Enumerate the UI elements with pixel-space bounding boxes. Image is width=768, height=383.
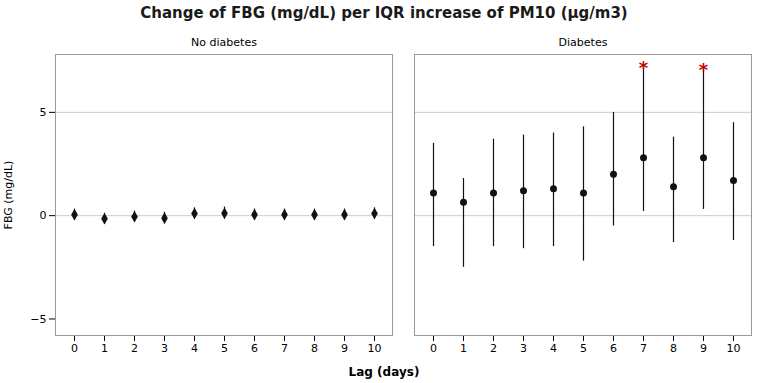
svg-text:0: 0: [40, 209, 47, 222]
html-text:Change of FBG (mg/dL) per IQR: Change of FBG (mg/dL) per IQR increase o…: [140, 4, 628, 22]
svg-text:7: 7: [281, 342, 288, 355]
svg-text:3: 3: [161, 342, 168, 355]
svg-text:9: 9: [700, 342, 707, 355]
svg-text:5: 5: [580, 342, 587, 355]
svg-text:7: 7: [640, 342, 647, 355]
svg-text:*: *: [639, 57, 649, 78]
svg-text:0: 0: [430, 342, 437, 355]
svg-text:4: 4: [191, 342, 198, 355]
svg-text:10: 10: [727, 342, 741, 355]
svg-text:5: 5: [221, 342, 228, 355]
svg-text:8: 8: [670, 342, 677, 355]
svg-text:2: 2: [131, 342, 138, 355]
svg-text:*: *: [699, 59, 709, 80]
svg-text:No diabetes: No diabetes: [191, 36, 257, 49]
svg-text:9: 9: [341, 342, 348, 355]
html-text:Lag (days): Lag (days): [348, 365, 420, 379]
svg-text:−5: −5: [30, 312, 46, 325]
svg-text:10: 10: [368, 342, 382, 355]
svg-text:6: 6: [251, 342, 258, 355]
svg-text:6: 6: [610, 342, 617, 355]
svg-text:2: 2: [490, 342, 497, 355]
svg-text:Diabetes: Diabetes: [559, 36, 608, 49]
svg-text:5: 5: [40, 106, 47, 119]
svg-text:FBG (mg/dL): FBG (mg/dL): [2, 161, 15, 230]
svg-text:8: 8: [311, 342, 318, 355]
svg-text:0: 0: [71, 342, 78, 355]
svg-text:4: 4: [550, 342, 557, 355]
svg-text:1: 1: [460, 342, 467, 355]
svg-text:1: 1: [101, 342, 108, 355]
svg-text:3: 3: [520, 342, 527, 355]
